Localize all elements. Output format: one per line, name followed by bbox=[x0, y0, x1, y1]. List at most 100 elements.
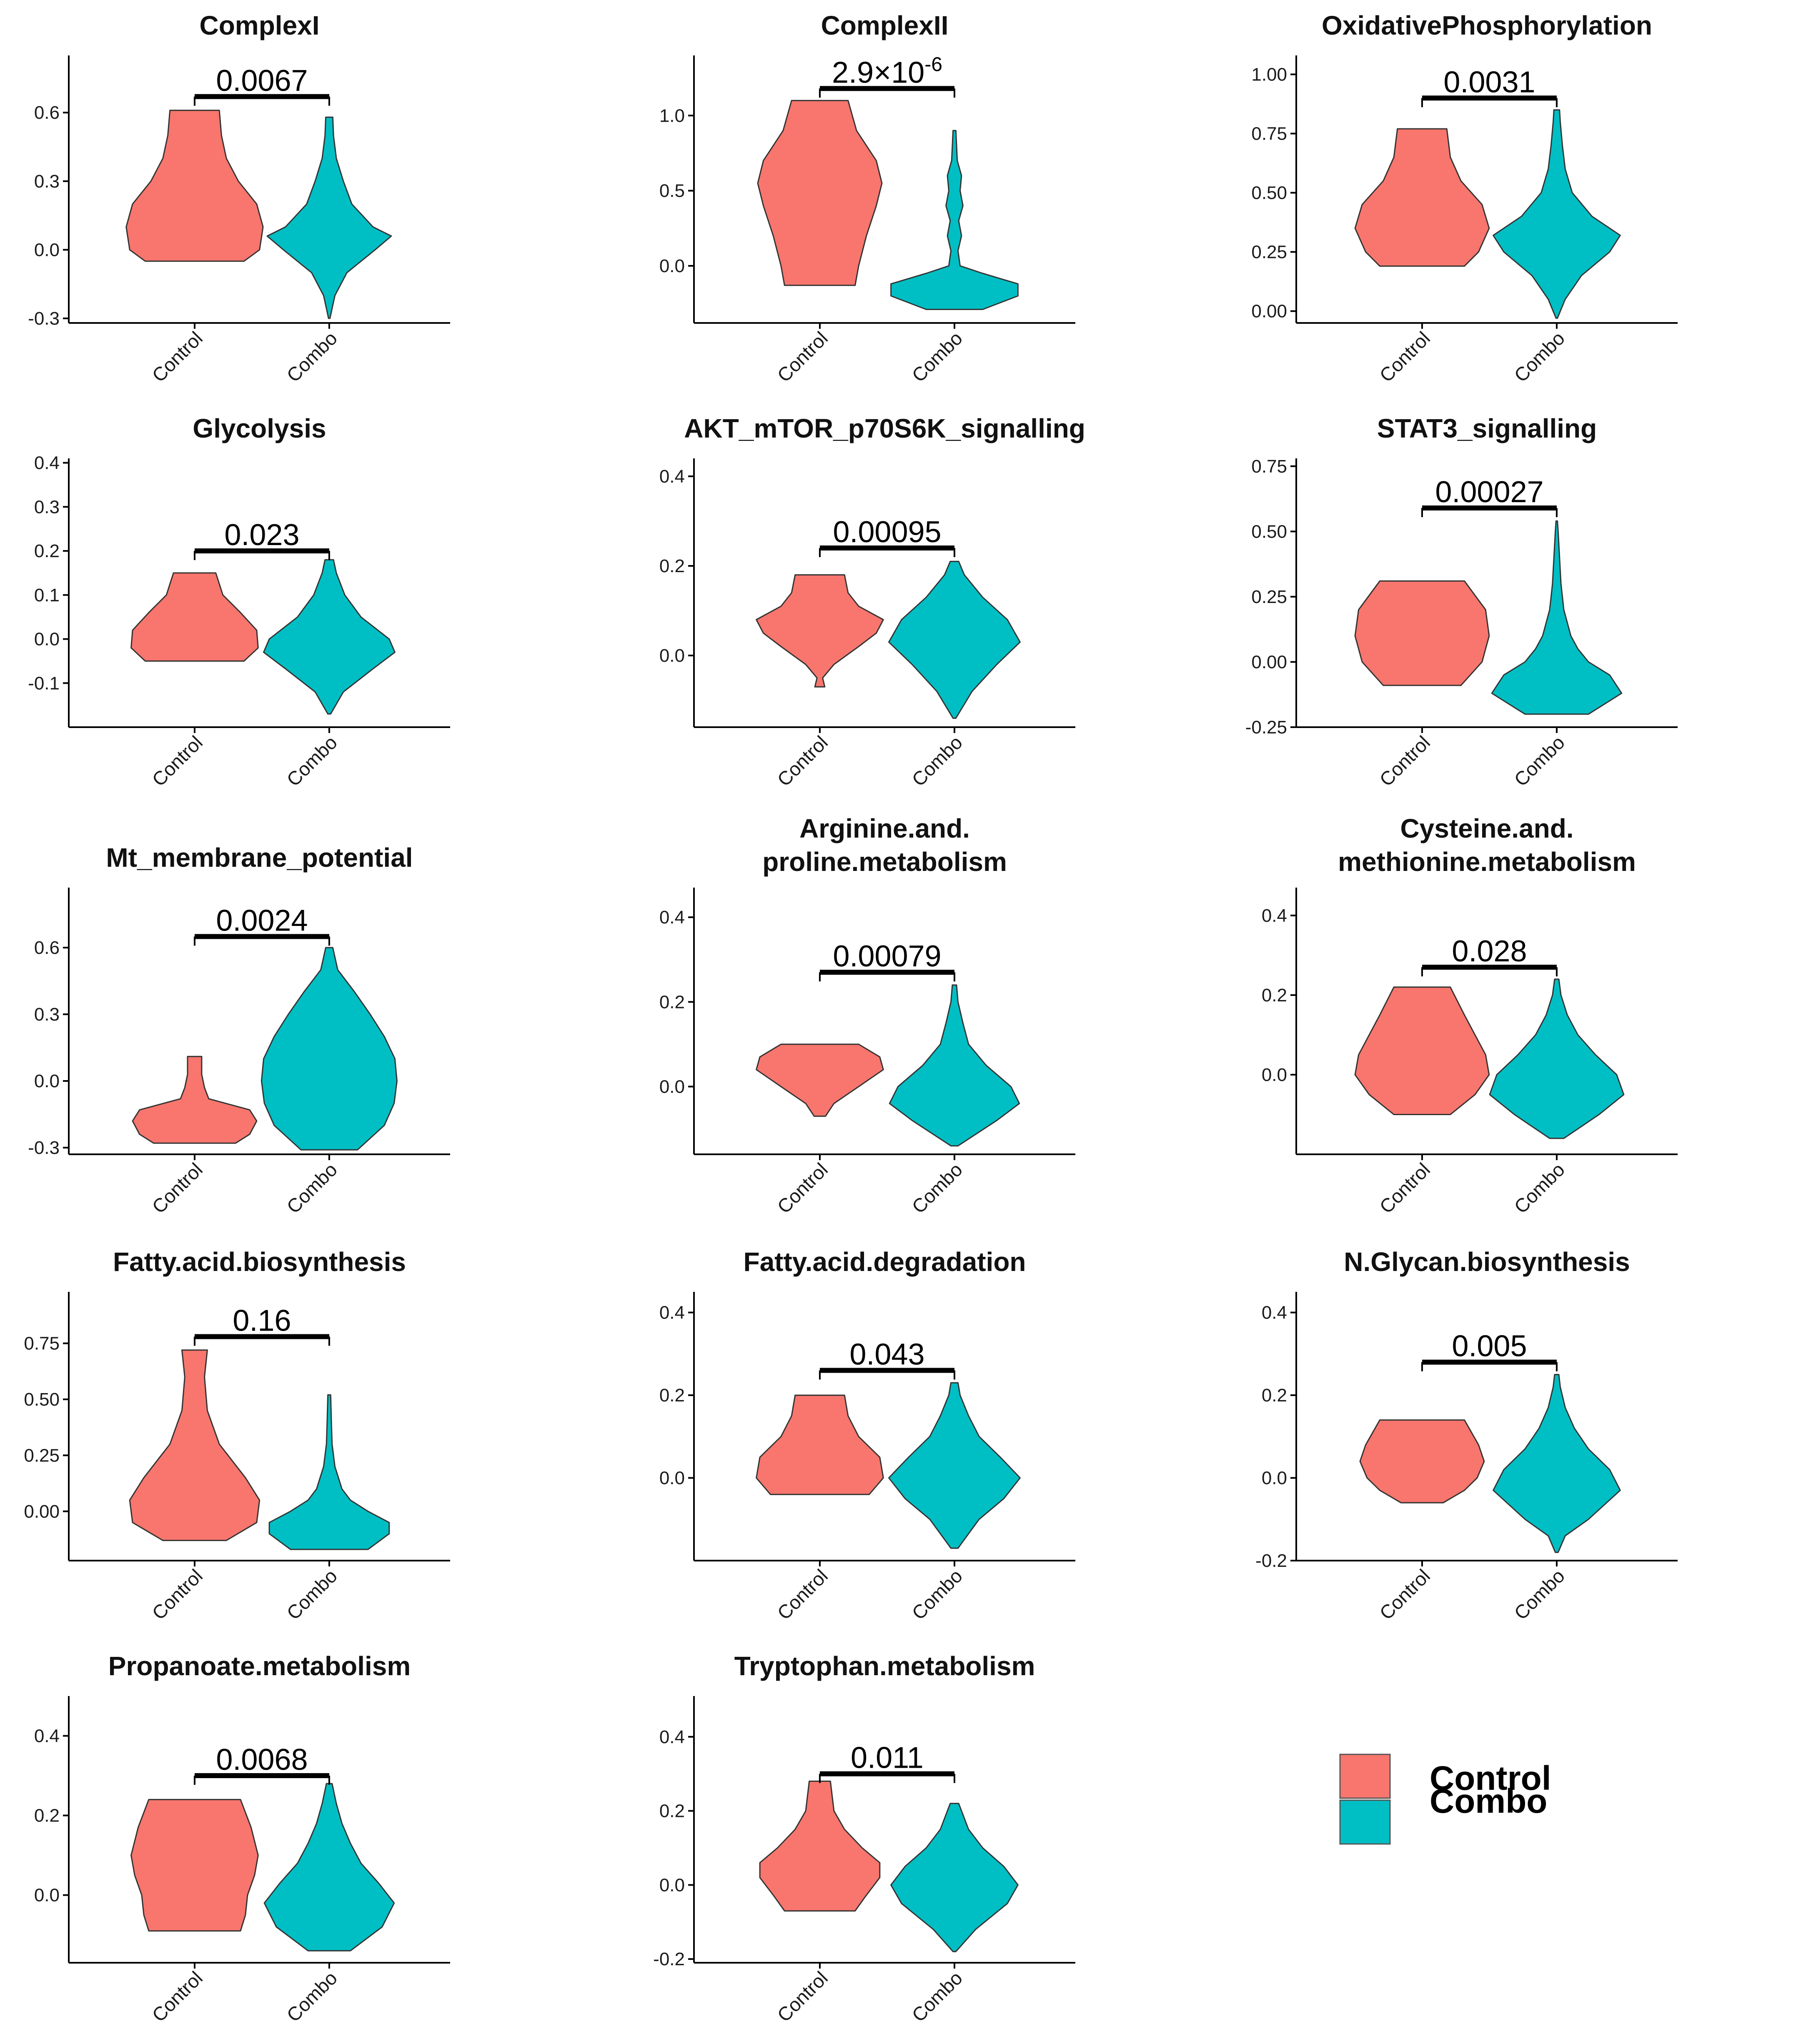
y-tick-label: 1.00 bbox=[1251, 64, 1287, 85]
y-tick-label: 0.6 bbox=[34, 103, 60, 123]
y-tick-label: 0.0 bbox=[34, 1071, 60, 1091]
y-tick-label: 0.2 bbox=[659, 556, 685, 576]
p-value-label: 0.011 bbox=[851, 1741, 924, 1775]
y-tick-label: 0.75 bbox=[1251, 123, 1287, 144]
panel-13: Propanoate.metabolism 0.0 0.2 0.4 Control Com… bbox=[34, 1651, 450, 2026]
y-tick-label: 0.0 bbox=[1262, 1065, 1287, 1085]
panel-title: STAT3_signalling bbox=[1377, 413, 1597, 443]
x-tick-label: Combo bbox=[1510, 1565, 1569, 1624]
y-tick-label: 0.4 bbox=[659, 907, 685, 928]
violin-combo bbox=[1491, 520, 1623, 715]
panel-title: Fatty.acid.biosynthesis bbox=[113, 1247, 406, 1277]
violin-control bbox=[757, 100, 883, 286]
violin-combo bbox=[268, 1394, 390, 1550]
x-tick-label: Control bbox=[148, 1158, 207, 1218]
y-tick-label: 0.4 bbox=[34, 1726, 60, 1746]
y-tick-label: 0.00 bbox=[1251, 652, 1287, 672]
y-tick-label: 0.0 bbox=[1262, 1468, 1287, 1489]
panel-12: N.Glycan.biosynthesis -0.2 0.0 0.2 0.4 Contro… bbox=[1255, 1247, 1678, 1624]
y-tick-label: -0.2 bbox=[1255, 1551, 1287, 1571]
y-tick-label: 0.4 bbox=[1262, 1303, 1287, 1323]
violin-control bbox=[1359, 1419, 1485, 1504]
y-tick-label: 0.4 bbox=[1262, 906, 1287, 926]
x-tick-label: Combo bbox=[907, 731, 967, 791]
panel-title: N.Glycan.biosynthesis bbox=[1344, 1247, 1630, 1277]
violin-control bbox=[132, 1056, 258, 1144]
y-tick-label: 0.4 bbox=[659, 466, 685, 487]
panel-8: Arginine.and. proline.metabolism 0.0 0.2 0.4… bbox=[659, 813, 1075, 1218]
x-tick-label: Combo bbox=[1510, 731, 1569, 791]
panel-4: Glycolysis -0.1 0.0 0.1 0.2 0.3 0.4 Control Comb… bbox=[28, 413, 450, 791]
panel-title: proline.metabolism bbox=[762, 847, 1007, 877]
x-tick-label: Control bbox=[1375, 1158, 1434, 1218]
violin-control bbox=[756, 1043, 884, 1117]
violin-control bbox=[125, 110, 264, 262]
panel-title: methionine.metabolism bbox=[1338, 847, 1636, 877]
x-tick-label: Control bbox=[773, 327, 832, 386]
x-tick-label: Control bbox=[148, 1967, 207, 2026]
panel-title: Mt_membrane_potential bbox=[106, 843, 413, 873]
panel-title: Glycolysis bbox=[193, 413, 326, 443]
y-tick-label: 0.3 bbox=[34, 497, 60, 517]
p-value-label: 0.0024 bbox=[216, 904, 308, 937]
violin-combo bbox=[888, 1382, 1021, 1549]
p-value-label: 0.005 bbox=[1452, 1330, 1527, 1363]
y-tick-label: 0.0 bbox=[659, 1468, 685, 1489]
violin-control bbox=[756, 1394, 884, 1495]
x-tick-label: Control bbox=[773, 1565, 832, 1624]
p-value-label: 0.0067 bbox=[216, 64, 308, 98]
violin-control bbox=[129, 1349, 261, 1541]
y-tick-label: 0.75 bbox=[1251, 456, 1287, 477]
p-value-label: 0.0031 bbox=[1443, 65, 1535, 99]
p-value-label: 0.00027 bbox=[1435, 475, 1543, 509]
x-tick-label: Combo bbox=[907, 327, 967, 386]
x-tick-label: Combo bbox=[282, 1565, 341, 1624]
panel-10: Fatty.acid.biosynthesis 0.00 0.25 0.50 0.75 C… bbox=[24, 1247, 450, 1624]
x-tick-label: Control bbox=[1375, 327, 1434, 386]
y-tick-label: 0.6 bbox=[34, 938, 60, 958]
panel-5: AKT_mTOR_p70S6K_signalling 0.0 0.2 0.4 Contr… bbox=[659, 413, 1085, 791]
panel-title: Arginine.and. bbox=[799, 813, 970, 843]
y-tick-label: 0.75 bbox=[24, 1333, 60, 1354]
x-tick-label: Control bbox=[1375, 1565, 1434, 1624]
x-tick-label: Combo bbox=[907, 1565, 967, 1624]
x-tick-label: Control bbox=[773, 1158, 832, 1218]
y-tick-label: 1.0 bbox=[659, 105, 685, 126]
y-tick-label: 0.4 bbox=[659, 1727, 685, 1747]
y-tick-label: 0.2 bbox=[34, 1806, 60, 1826]
panel-title: OxidativePhosphorylation bbox=[1322, 10, 1652, 40]
violin-combo bbox=[263, 1783, 395, 1951]
panel-2: ComplexII 0.0 0.5 1.0 Control Combo 2.9×10-6 bbox=[659, 10, 1075, 386]
y-tick-label: 0.0 bbox=[34, 629, 60, 650]
panel-11: Fatty.acid.degradation 0.0 0.2 0.4 Control Co… bbox=[659, 1247, 1075, 1624]
p-value-label: 0.16 bbox=[233, 1304, 291, 1338]
y-tick-label: 0.25 bbox=[1251, 587, 1287, 607]
y-tick-label: 0.2 bbox=[1262, 1385, 1287, 1406]
y-tick-label: 0.25 bbox=[1251, 242, 1287, 263]
violin-combo bbox=[1493, 109, 1621, 319]
x-tick-label: Combo bbox=[282, 1967, 341, 2026]
violin-control bbox=[1354, 580, 1490, 686]
y-tick-label: 0.0 bbox=[659, 1875, 685, 1895]
panel-14: Tryptophan.metabolism -0.2 0.0 0.2 0.4 Contro… bbox=[653, 1651, 1075, 2026]
x-tick-label: Combo bbox=[282, 1158, 341, 1218]
legend-swatch-combo bbox=[1339, 1799, 1391, 1845]
p-value-label: 2.9×10-6 bbox=[832, 53, 942, 89]
x-tick-label: Combo bbox=[1510, 1158, 1569, 1218]
x-tick-label: Control bbox=[148, 327, 207, 386]
y-tick-label: -0.1 bbox=[28, 673, 60, 693]
violin-combo bbox=[890, 130, 1019, 310]
panel-3: OxidativePhosphorylation 0.00 0.25 0.50 0.75… bbox=[1251, 10, 1678, 386]
y-tick-label: 0.2 bbox=[659, 992, 685, 1012]
p-value-label: 0.00095 bbox=[833, 515, 941, 549]
panel-title: ComplexI bbox=[199, 10, 319, 40]
y-tick-label: 0.25 bbox=[24, 1445, 60, 1466]
p-value-label: 0.028 bbox=[1452, 935, 1527, 968]
violin-combo bbox=[1493, 1374, 1621, 1553]
legend-label-control: Control bbox=[1430, 1759, 1551, 1797]
panel-title: Tryptophan.metabolism bbox=[734, 1651, 1035, 1681]
panel-title: Fatty.acid.degradation bbox=[743, 1247, 1026, 1277]
violin-combo bbox=[261, 947, 398, 1151]
